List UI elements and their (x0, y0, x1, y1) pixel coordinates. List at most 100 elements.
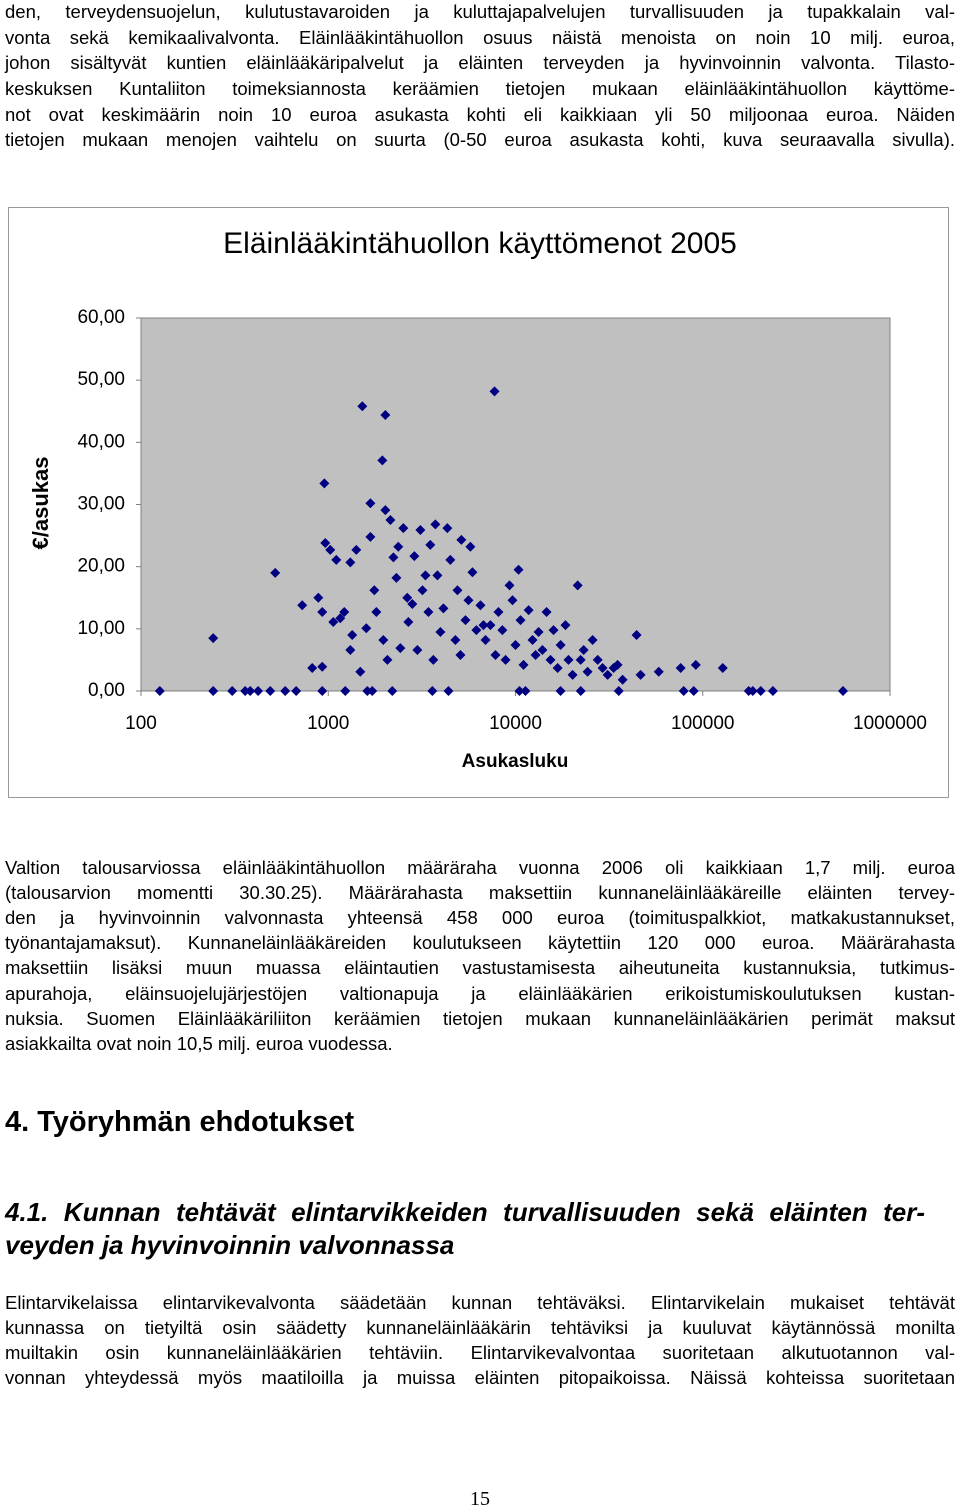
text-line: not ovat keskimäärin noin 10 euroa asuka… (5, 104, 955, 125)
y-tick-label: 50,00 (77, 369, 125, 390)
data-point (747, 686, 758, 696)
data-point (452, 585, 463, 596)
data-point (317, 607, 328, 618)
data-point (325, 544, 336, 555)
data-point (415, 524, 426, 535)
data-point (555, 639, 566, 650)
data-point (398, 523, 409, 534)
x-tick-label: 1000000 (853, 713, 927, 734)
data-point (530, 649, 541, 660)
data-point (380, 505, 391, 516)
data-point (335, 613, 346, 624)
data-point (578, 644, 589, 655)
data-point (613, 686, 624, 696)
data-point (365, 531, 376, 542)
data-point (478, 620, 489, 631)
data-point (435, 626, 446, 637)
data-point (485, 620, 496, 631)
data-point (507, 595, 518, 606)
data-point (317, 661, 328, 672)
data-point (407, 598, 418, 609)
data-point (545, 654, 556, 665)
data-point (340, 686, 351, 696)
data-point (412, 644, 423, 655)
data-point (541, 607, 552, 618)
data-point (385, 515, 396, 526)
data-point (513, 564, 524, 575)
data-point (572, 580, 583, 591)
data-point (328, 616, 339, 627)
data-point (339, 607, 350, 618)
data-point (442, 523, 453, 534)
data-point (467, 567, 478, 578)
data-point (597, 662, 608, 673)
data-point (382, 654, 393, 665)
text-line: (talousarvion momentti 30.30.25). Määrär… (5, 882, 955, 903)
data-point (428, 654, 439, 665)
data-point (675, 662, 686, 673)
data-point (631, 630, 642, 641)
x-tick-label: 100000 (671, 713, 734, 734)
data-point (430, 519, 441, 530)
data-point (265, 686, 276, 696)
data-point (291, 686, 302, 696)
data-point (393, 541, 404, 552)
text-line: Elintarvikelaissa elintarvikevalvonta sä… (5, 1292, 955, 1313)
data-point (527, 635, 538, 646)
data-point (208, 686, 219, 696)
data-point (520, 686, 531, 696)
data-point (587, 635, 598, 646)
subsection-heading: veyden ja hyvinvoinnin valvonnassa (5, 1230, 455, 1260)
data-point (555, 686, 566, 696)
data-point (767, 686, 778, 696)
data-point (417, 585, 428, 596)
data-point (575, 654, 586, 665)
data-point (154, 686, 165, 696)
data-point (493, 607, 504, 618)
data-point (409, 551, 420, 562)
data-point (500, 654, 511, 665)
data-point (688, 686, 699, 696)
data-point (438, 603, 449, 614)
data-point (533, 626, 544, 637)
x-axis-label: Asukasluku (462, 751, 569, 772)
data-point (391, 572, 402, 583)
data-point (490, 649, 501, 660)
data-point (317, 686, 328, 696)
data-point (378, 635, 389, 646)
data-point (369, 585, 380, 596)
data-point (355, 666, 366, 677)
text-line: työnantajamaksut). Kunnaneläinlääkäreide… (5, 932, 955, 953)
subsection-heading: 4.1. Kunnan tehtävät elintarvikkeiden tu… (5, 1197, 925, 1227)
data-point (280, 686, 291, 696)
data-point (270, 567, 281, 578)
data-point (443, 686, 454, 696)
data-point (602, 669, 613, 680)
data-point (445, 554, 456, 565)
data-point (423, 607, 434, 618)
data-point (635, 669, 646, 680)
data-point (523, 605, 534, 616)
data-point (471, 625, 482, 636)
text-line: tietojen mukaan menojen vaihtelu on suur… (5, 129, 955, 150)
data-point (253, 686, 264, 696)
data-point (717, 662, 728, 673)
data-point (319, 478, 330, 489)
data-point (361, 623, 372, 634)
data-point (548, 625, 559, 636)
y-tick-label: 10,00 (77, 618, 125, 639)
data-point (465, 541, 476, 552)
text-line: apurahoja, eläinsuojelujärjestöjen valti… (5, 983, 955, 1004)
data-point (347, 630, 358, 641)
page-number: 15 (470, 1488, 490, 1509)
data-point (307, 662, 318, 673)
data-point (456, 534, 467, 545)
plot-area (140, 317, 891, 692)
data-point (432, 570, 443, 581)
data-point (297, 600, 308, 611)
data-point (427, 686, 438, 696)
data-point (504, 580, 515, 591)
y-tick-label: 60,00 (77, 307, 125, 328)
text-line: vonta sekä kemikaalivalvonta. Eläinlääki… (5, 27, 955, 48)
